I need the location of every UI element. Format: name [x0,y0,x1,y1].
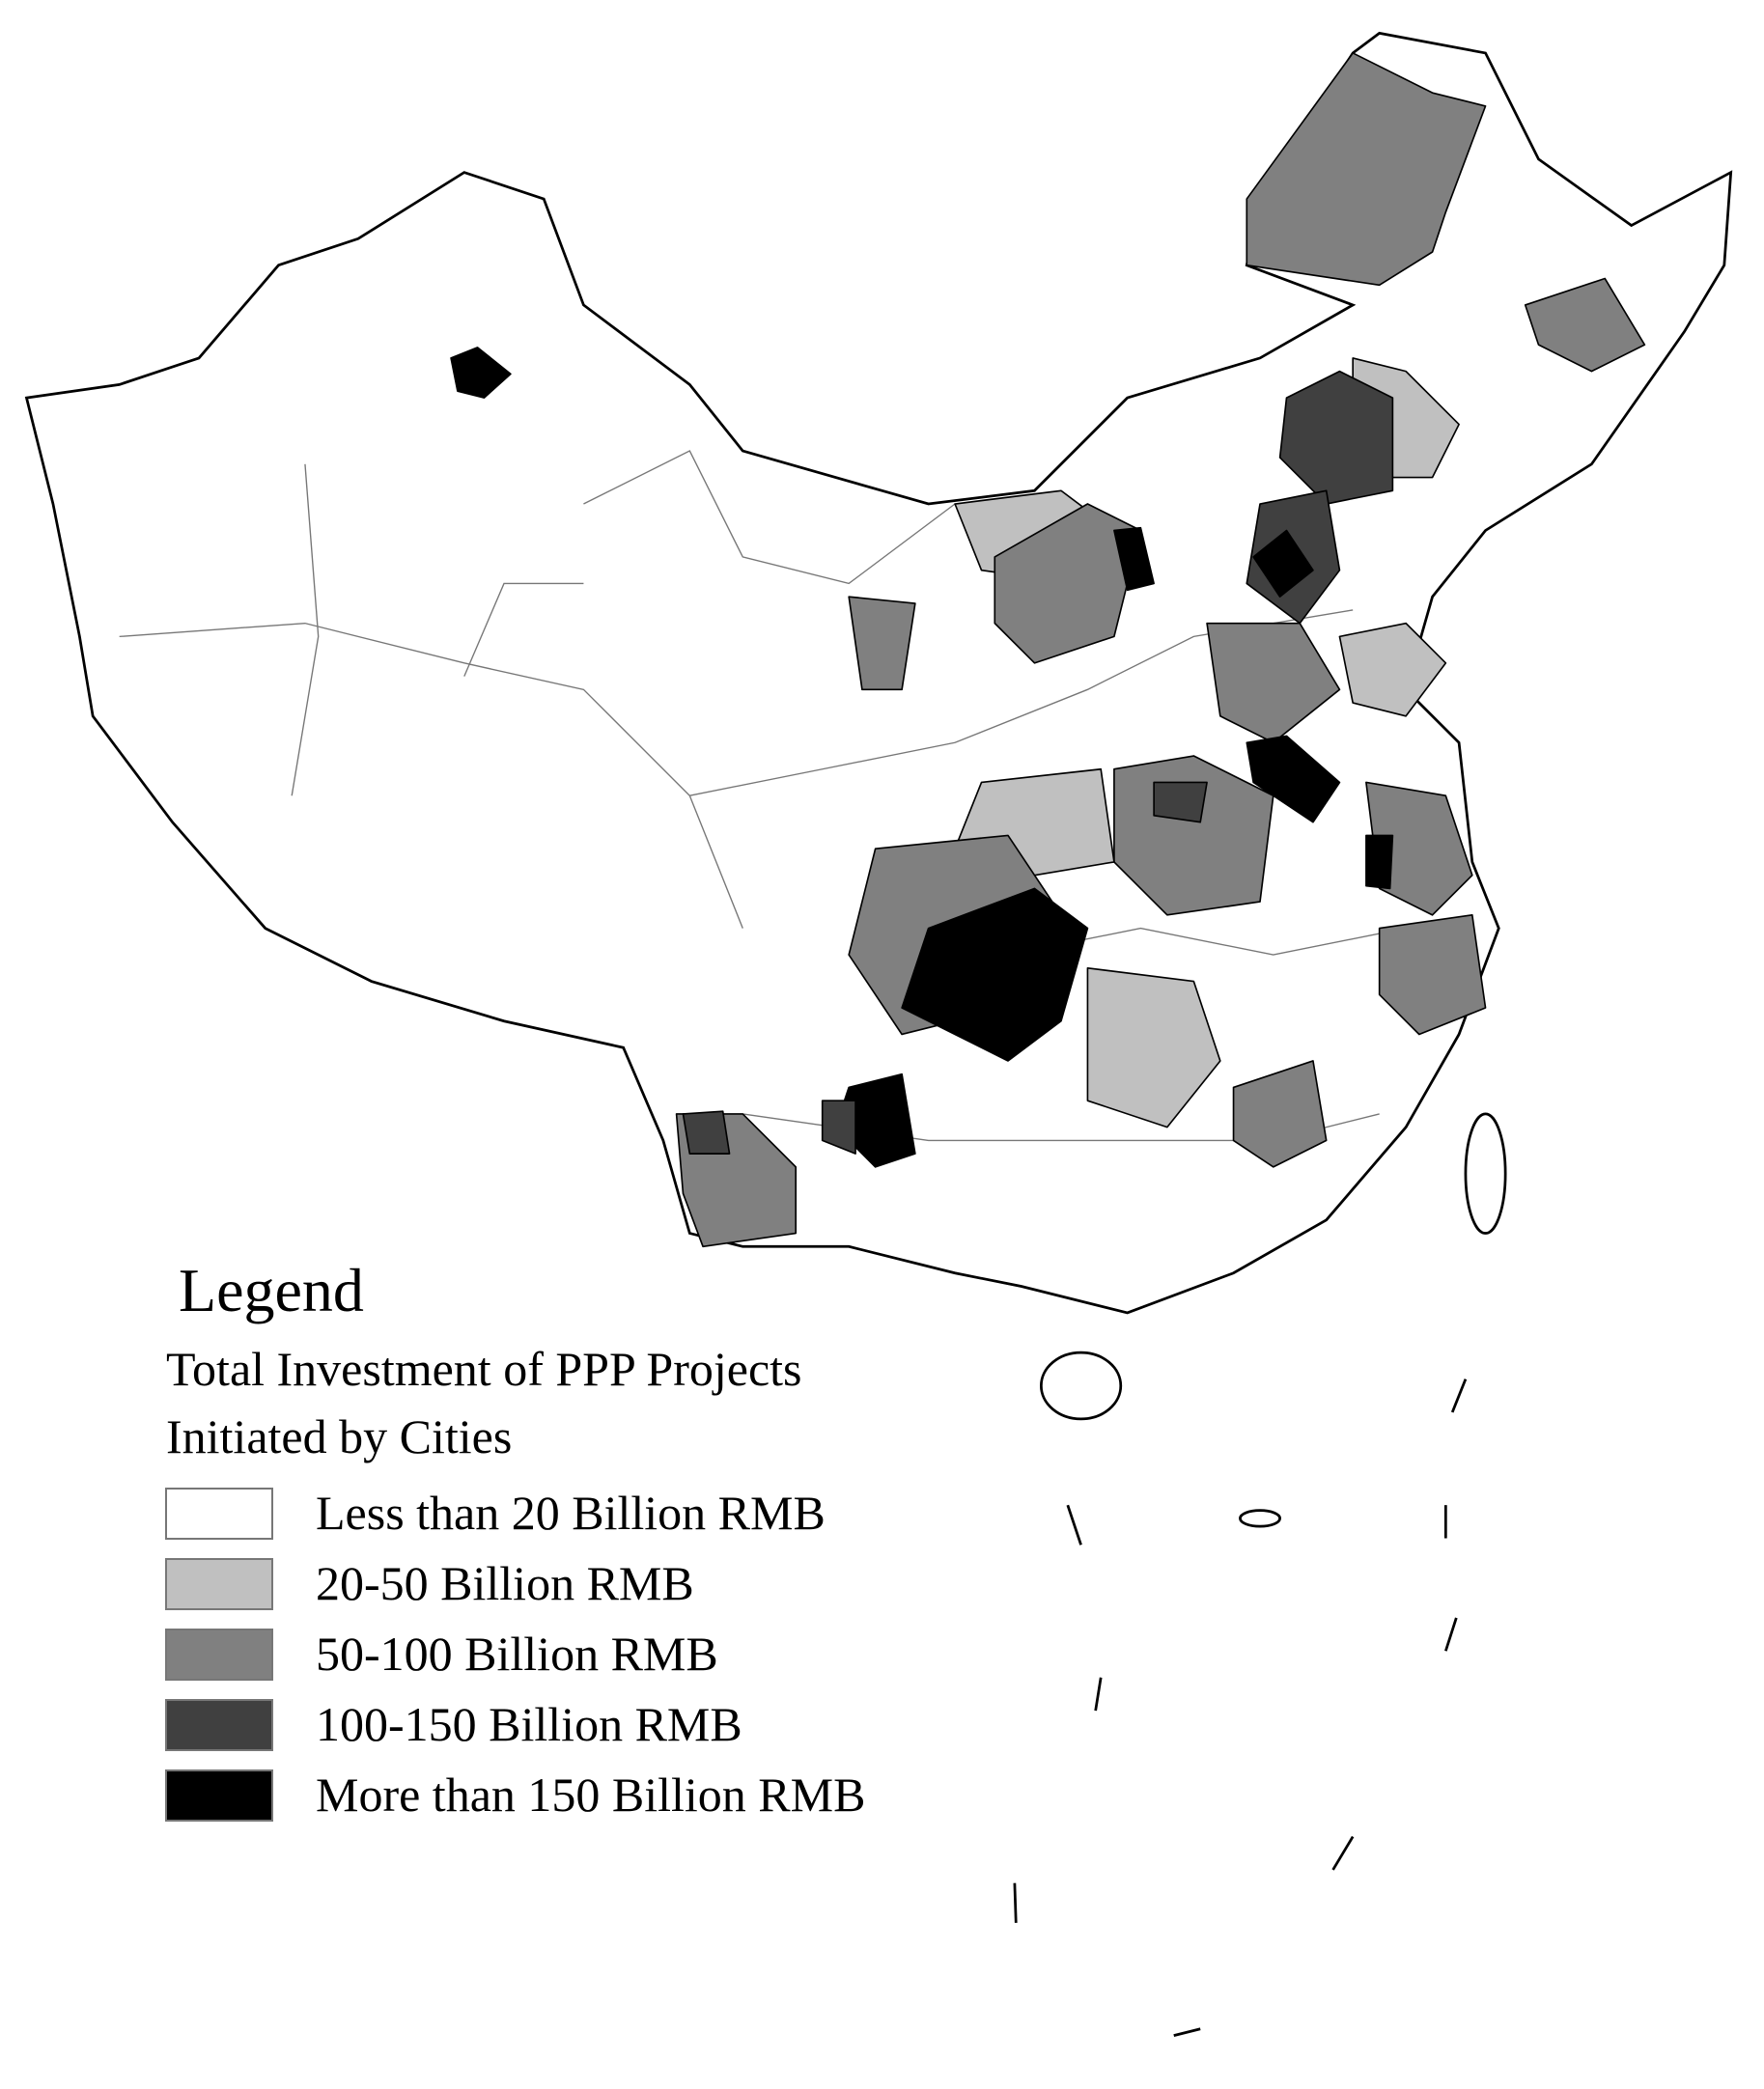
legend-swatch [165,1769,273,1822]
region [1378,914,1487,1036]
legend-items: Less than 20 Billion RMB 20-50 Billion RM… [165,1486,865,1822]
region [1153,781,1208,823]
legend-label: More than 150 Billion RMB [316,1768,865,1822]
taiwan [1464,1112,1507,1235]
legend-label: 50-100 Billion RMB [316,1627,718,1681]
legend-swatch [165,1558,273,1610]
region [848,596,916,691]
region [450,347,512,399]
region [1338,622,1447,717]
region [901,887,1089,1062]
islands [1013,1379,1468,2037]
region [994,503,1142,664]
map [24,31,1733,2037]
legend-label: 20-50 Billion RMB [316,1556,694,1610]
region [1086,966,1221,1128]
region [1365,834,1394,890]
region [821,1100,856,1155]
legend-swatch [165,1629,273,1681]
region [1252,529,1314,598]
legend-subtitle: Initiated by Cities [166,1409,512,1463]
legend-title: Legend [179,1256,364,1324]
region [1278,370,1394,505]
legend-label: Less than 20 Billion RMB [316,1486,826,1540]
region [1246,735,1341,823]
legend-label: 100-150 Billion RMB [316,1697,742,1751]
legend-swatch [165,1699,273,1751]
region [1524,277,1646,373]
region [1206,622,1341,744]
hainan [1039,1351,1123,1421]
legend-subtitle: Total Investment of PPP Projects [166,1342,802,1396]
region [682,1110,731,1155]
region [1232,1060,1328,1168]
region [1246,52,1487,287]
region [1113,526,1155,592]
legend-swatch [165,1488,273,1540]
